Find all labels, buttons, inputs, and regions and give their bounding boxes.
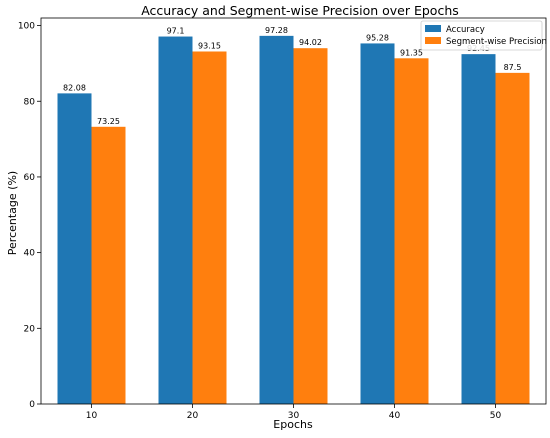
chart-title: Accuracy and Segment-wise Precision over… — [141, 3, 459, 18]
bar-precision-40 — [394, 58, 429, 404]
y-axis-title: Percentage (%) — [6, 171, 19, 255]
bar-precision-50 — [495, 72, 530, 404]
x-tick-label: 40 — [389, 411, 401, 421]
bar-precision-20 — [192, 51, 227, 404]
y-tick-label: 60 — [24, 173, 36, 183]
legend-label: Accuracy — [446, 25, 485, 35]
data-label: 97.28 — [265, 26, 288, 35]
y-tick-label: 40 — [24, 249, 36, 259]
legend-swatch-accuracy — [425, 25, 441, 32]
x-axis-title: Epochs — [273, 418, 313, 431]
legend-box — [420, 20, 543, 51]
x-tick-label: 50 — [490, 411, 502, 421]
bar-accuracy-30 — [259, 35, 294, 404]
data-label: 95.28 — [366, 33, 389, 42]
bar-precision-10 — [91, 126, 126, 405]
bar-accuracy-40 — [360, 43, 395, 404]
bar-accuracy-20 — [158, 36, 193, 404]
legend-label: Segment-wise Precision — [446, 37, 547, 47]
data-label: 94.02 — [299, 38, 322, 47]
x-tick-label: 20 — [187, 411, 199, 421]
data-label: 97.1 — [167, 27, 185, 36]
legend-swatch-precision — [425, 37, 441, 44]
data-label: 87.5 — [504, 63, 522, 72]
data-label: 91.35 — [400, 48, 423, 57]
data-label: 73.25 — [97, 117, 120, 126]
legend: Accuracy Segment-wise Precision — [420, 20, 547, 51]
bar-accuracy-50 — [461, 54, 496, 404]
y-tick-label: 80 — [24, 97, 36, 107]
plot-area: 82.0897.197.2895.2892.4573.2593.1594.029… — [18, 17, 547, 421]
bar-accuracy-10 — [57, 93, 92, 404]
y-tick-label: 100 — [18, 22, 35, 32]
data-label: 82.08 — [63, 83, 86, 92]
y-tick-label: 0 — [29, 400, 35, 410]
y-tick-label: 20 — [24, 324, 36, 334]
x-tick-label: 10 — [86, 411, 98, 421]
x-tick-label: 30 — [288, 411, 300, 421]
bar-precision-30 — [293, 48, 328, 404]
data-label: 93.15 — [198, 41, 221, 50]
